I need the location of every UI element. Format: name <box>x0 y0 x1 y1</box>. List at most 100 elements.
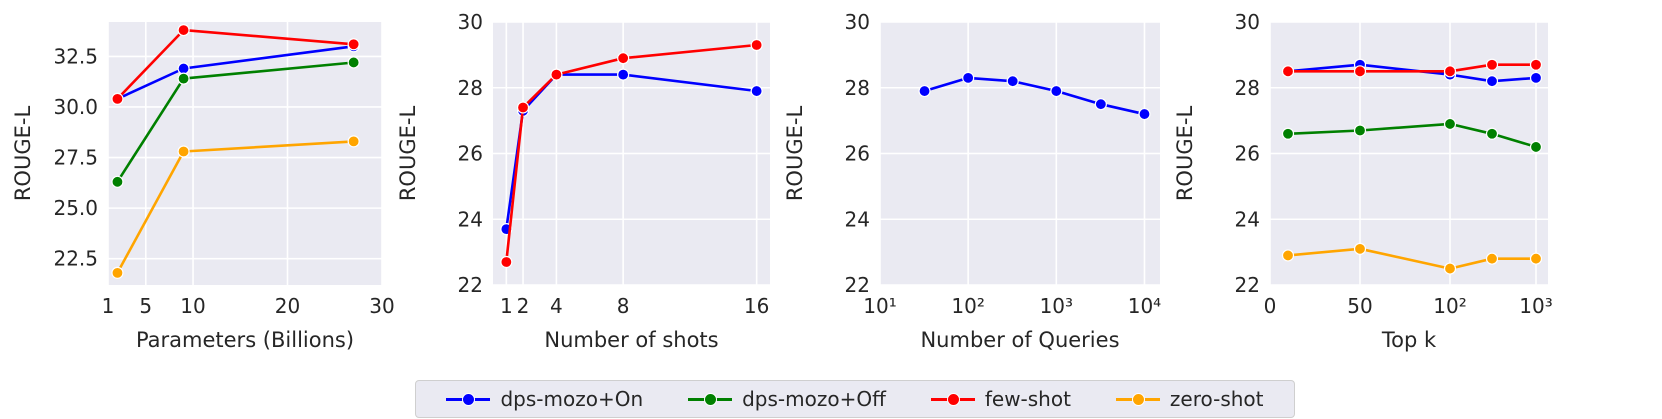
data-point-few-shot <box>111 92 124 105</box>
data-point-few-shot <box>347 38 360 51</box>
data-point-few-shot <box>1353 65 1367 78</box>
x-tick-label: 20 <box>275 294 300 318</box>
y-tick-label: 26 <box>845 142 870 166</box>
x-tick-label: 30 <box>369 294 394 318</box>
chart-panel-1: 1 5 10 20 30 22.5 25.0 27.5 30.0 32.5 Parameters (… <box>11 22 395 352</box>
data-point-few-shot <box>516 101 530 114</box>
y-tick-label: 24 <box>458 207 483 231</box>
data-point-dps-mozo-on <box>750 84 763 98</box>
plot-area <box>108 22 382 285</box>
data-point-dps-mozo-on <box>1529 71 1543 84</box>
data-point-few-shot <box>1485 58 1499 71</box>
data-point-dps-mozo-off <box>177 72 190 85</box>
data-point-zero-shot <box>1529 252 1543 265</box>
data-point-dps-mozo-on <box>617 68 630 81</box>
data-point-dps-mozo-on <box>1485 75 1499 88</box>
y-axis-label: ROUGE-L <box>396 106 420 202</box>
data-point-dps-mozo-on <box>1094 98 1107 111</box>
legend: dps-mozo+On dps-mozo+Off few-shot zero-s… <box>415 380 1295 418</box>
data-point-dps-mozo-off <box>111 175 124 188</box>
data-point-dps-mozo-on <box>962 71 975 84</box>
series-line-dps-mozo-on <box>924 76 1145 116</box>
legend-swatch-blue <box>446 392 491 406</box>
legend-label: zero-shot <box>1169 387 1264 411</box>
x-tick-label: 10 <box>180 294 205 318</box>
y-tick-label: 28 <box>845 76 870 100</box>
data-point-dps-mozo-on <box>918 84 931 98</box>
y-tick-label: 30 <box>458 10 483 34</box>
data-point-dps-mozo-off <box>1485 127 1499 140</box>
y-tick-label: 30 <box>845 10 870 34</box>
x-tick-label: 1 <box>102 294 115 318</box>
data-point-dps-mozo-on <box>177 62 190 75</box>
x-tick-label: 10² <box>1433 294 1466 318</box>
x-tick-label: 50 <box>1347 294 1372 318</box>
data-point-few-shot <box>617 52 630 65</box>
y-tick-label: 30 <box>1235 10 1260 34</box>
y-tick-label: 32.5 <box>53 44 98 68</box>
data-point-few-shot <box>1281 65 1295 78</box>
legend-item-zero-shot: zero-shot <box>1115 387 1264 411</box>
y-tick-label: 24 <box>845 207 870 231</box>
x-tick-label: 8 <box>617 294 630 318</box>
x-axis-label: Number of shots <box>544 328 718 352</box>
chart-panel-3: 10¹ 10² 10³ 10⁴ 22 24 26 28 30 Number of Queries R… <box>783 10 1161 352</box>
legend-item-dps-mozo-on: dps-mozo+On <box>446 387 643 411</box>
chart-panel-4: 0 50 10² 10³ 22 24 26 28 30 Top k ROUGE-L <box>1173 10 1553 352</box>
data-point-dps-mozo-on <box>1138 107 1151 121</box>
x-tick-label: 16 <box>744 294 769 318</box>
y-tick-label: 30.0 <box>53 95 98 119</box>
y-tick-label: 26 <box>1235 142 1260 166</box>
x-axis-label: Top k <box>1381 328 1437 352</box>
x-tick-label: 10² <box>951 294 984 318</box>
legend-swatch-red <box>930 392 975 406</box>
legend-item-few-shot: few-shot <box>930 387 1071 411</box>
legend-label: dps-mozo+On <box>500 387 644 411</box>
data-point-zero-shot <box>1485 252 1499 265</box>
y-axis-label: ROUGE-L <box>783 106 807 202</box>
y-tick-label: 22 <box>1235 273 1260 297</box>
x-tick-label: 2 <box>517 294 530 318</box>
x-tick-label: 1 <box>500 294 513 318</box>
y-tick-label: 27.5 <box>53 146 98 170</box>
y-tick-label: 22.5 <box>53 247 98 271</box>
y-axis-label: ROUGE-L <box>1173 106 1197 202</box>
data-point-zero-shot <box>1353 242 1367 255</box>
x-tick-label: 10⁴ <box>1128 294 1161 318</box>
y-tick-label: 22 <box>458 273 483 297</box>
y-tick-label: 24 <box>1235 207 1260 231</box>
data-point-dps-mozo-on <box>1006 75 1019 88</box>
x-tick-label: 4 <box>550 294 563 318</box>
x-tick-label: 10³ <box>1519 294 1552 318</box>
data-point-zero-shot <box>1443 262 1457 275</box>
legend-swatch-orange <box>1115 392 1160 406</box>
legend-swatch-green <box>688 392 733 406</box>
data-point-zero-shot <box>347 135 360 148</box>
data-point-few-shot <box>750 38 763 52</box>
y-axis-label: ROUGE-L <box>11 106 35 202</box>
legend-item-dps-mozo-off: dps-mozo+Off <box>688 387 886 411</box>
x-tick-label: 10¹ <box>863 294 896 318</box>
data-point-few-shot <box>550 68 563 81</box>
y-tick-label: 25.0 <box>53 196 98 220</box>
legend-label: dps-mozo+Off <box>742 387 886 411</box>
data-point-zero-shot <box>1281 249 1295 262</box>
y-tick-label: 26 <box>458 142 483 166</box>
data-point-few-shot <box>1443 65 1457 78</box>
data-point-dps-mozo-off <box>1443 117 1457 131</box>
y-tick-label: 28 <box>1235 76 1260 100</box>
data-point-dps-mozo-off <box>1281 127 1295 140</box>
data-point-few-shot <box>500 255 513 269</box>
y-tick-label: 28 <box>458 76 483 100</box>
data-point-dps-mozo-off <box>1529 140 1543 154</box>
x-axis-label: Number of Queries <box>920 328 1119 352</box>
data-point-zero-shot <box>111 266 124 279</box>
data-point-dps-mozo-on <box>1050 84 1063 98</box>
x-tick-label: 0 <box>1264 294 1277 318</box>
data-point-few-shot <box>1529 58 1543 71</box>
x-tick-label: 10³ <box>1040 294 1073 318</box>
data-point-dps-mozo-off <box>347 56 360 69</box>
